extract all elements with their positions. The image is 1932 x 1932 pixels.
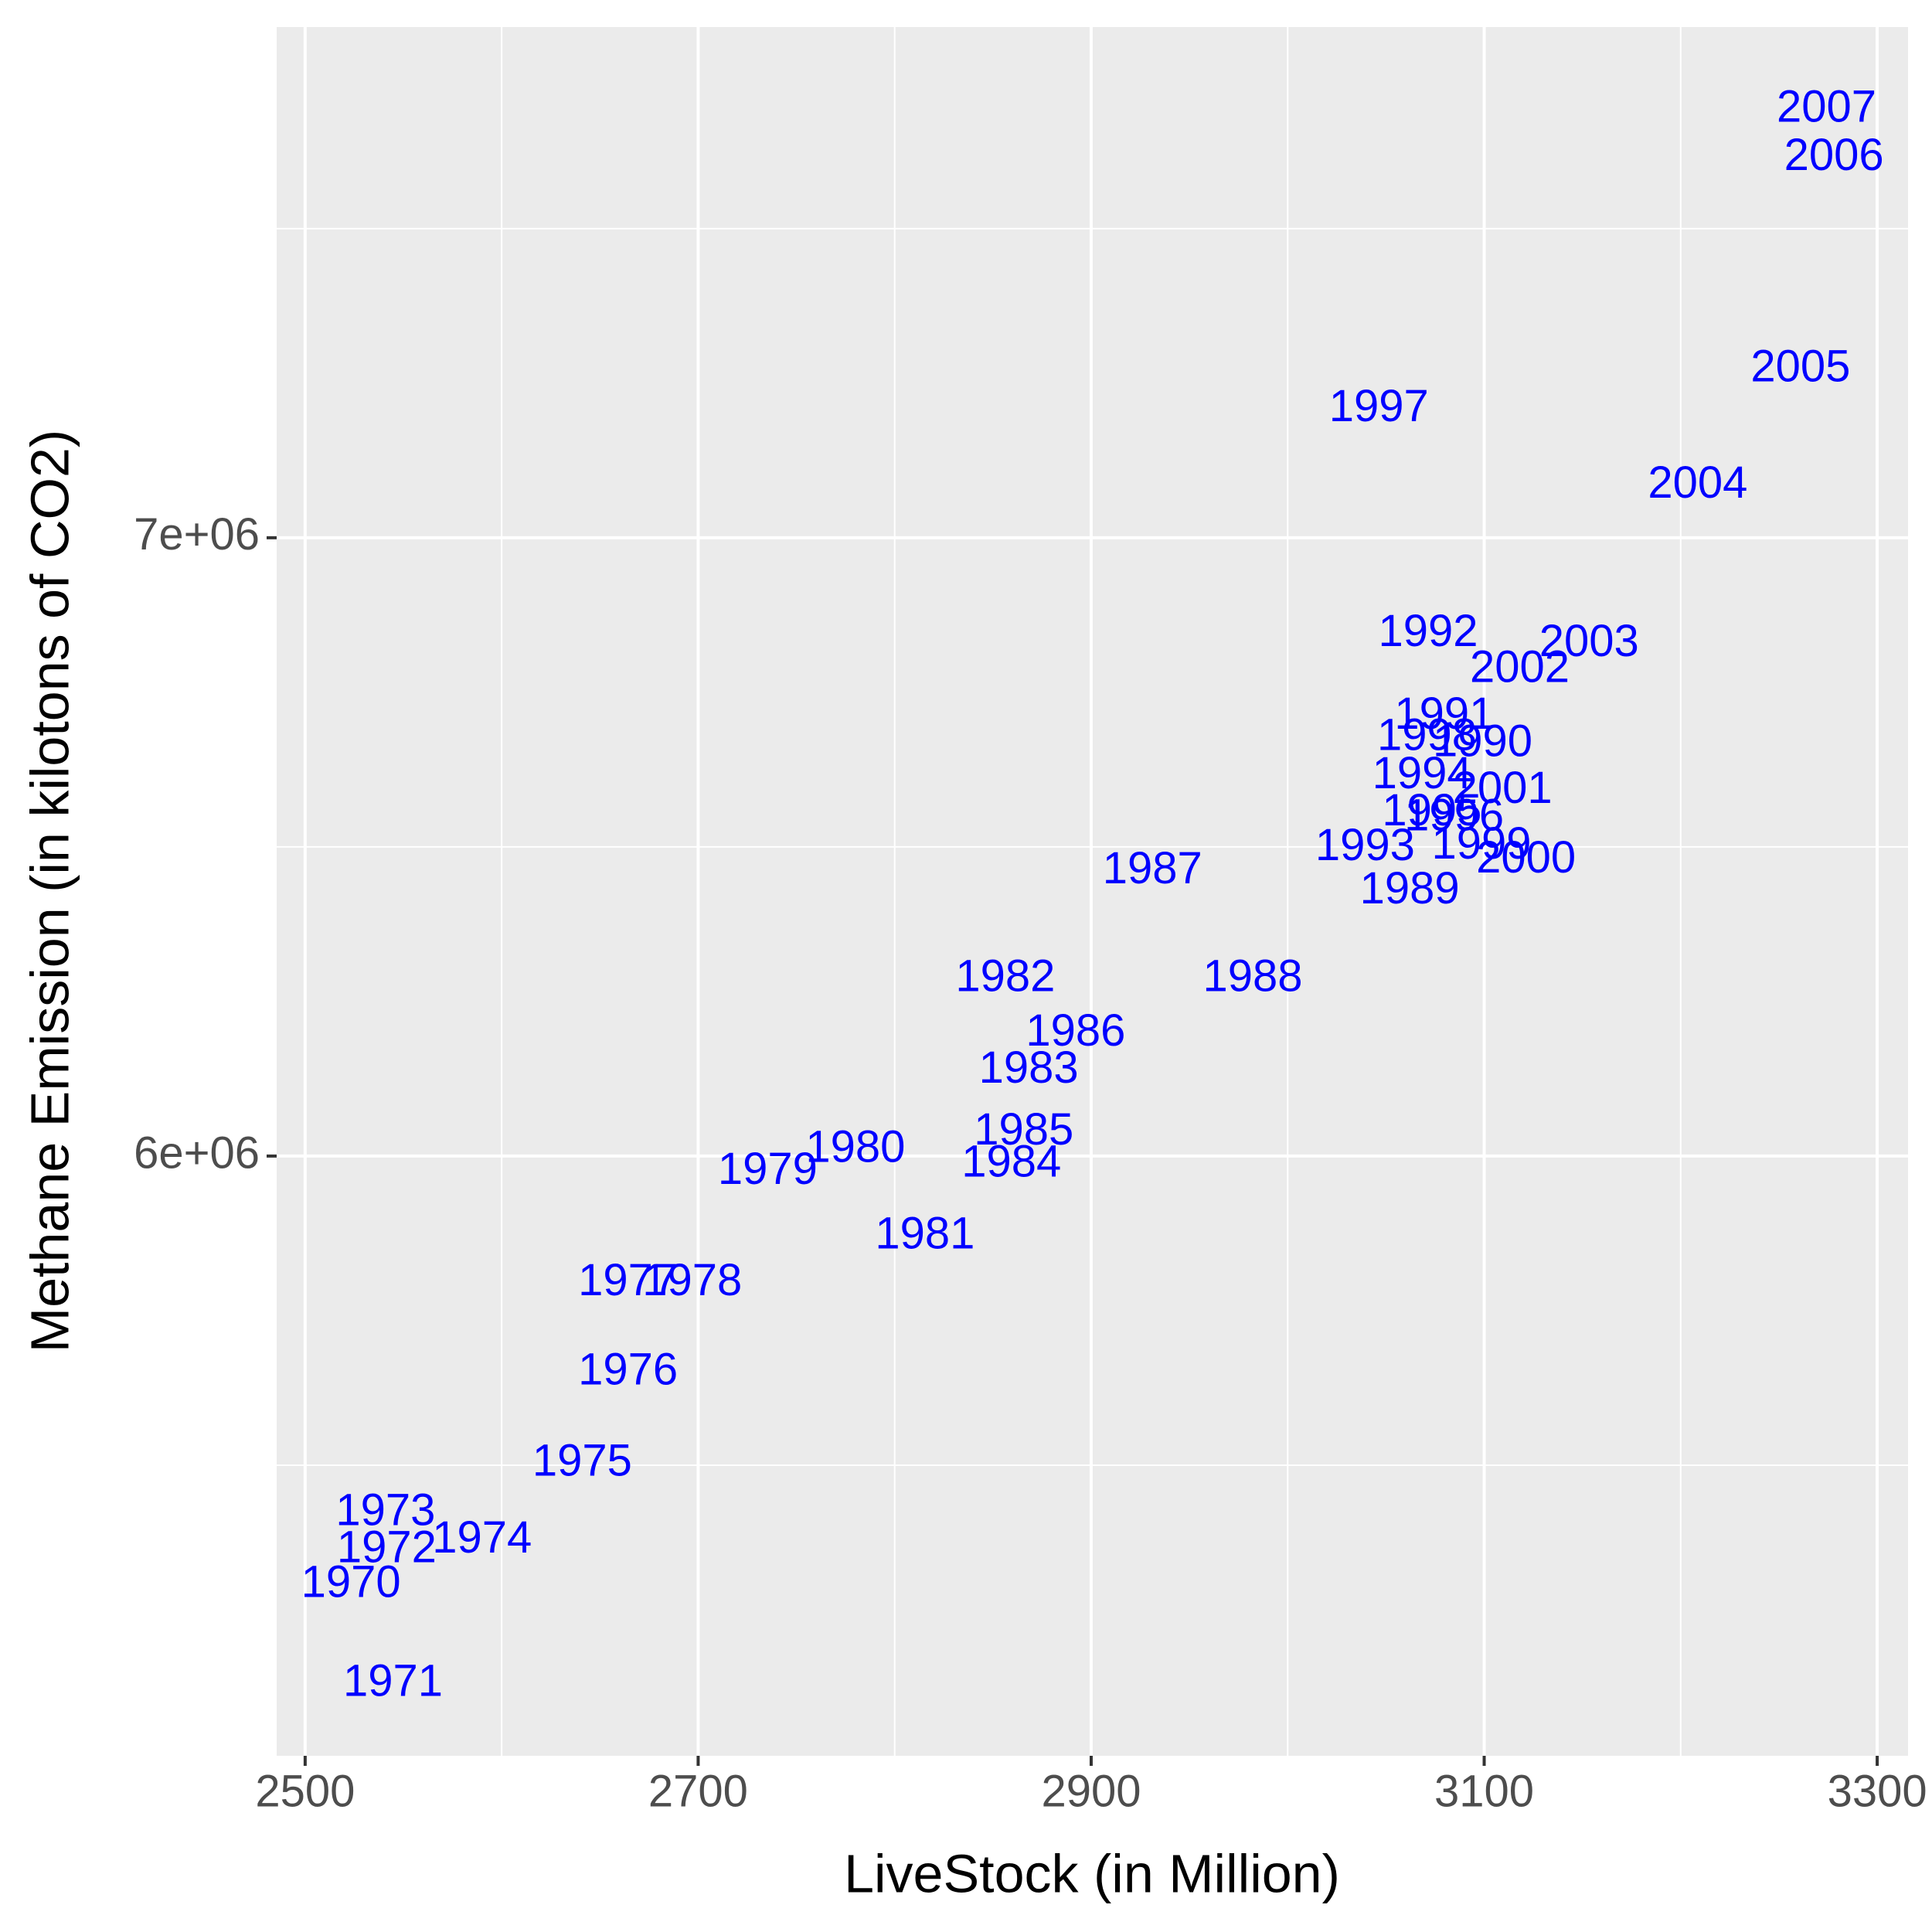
point-label: 1976 [578, 1344, 678, 1394]
point-label: 2002 [1470, 641, 1570, 692]
x-tick-label: 2900 [1041, 1766, 1141, 1816]
point-label: 1988 [1202, 951, 1302, 1001]
y-tick-label: 6e+06 [134, 1128, 260, 1178]
point-label: 2004 [1648, 457, 1747, 508]
point-label: 1994 [1372, 748, 1472, 798]
point-label: 2001 [1453, 763, 1553, 813]
x-tick-label: 3100 [1434, 1766, 1534, 1816]
point-label: 1982 [955, 951, 1055, 1001]
point-label: 1974 [432, 1512, 532, 1563]
point-label: 1973 [335, 1485, 435, 1536]
point-label: 1990 [1433, 716, 1532, 766]
point-label: 2006 [1784, 130, 1884, 180]
point-label: 1989 [1360, 863, 1460, 913]
point-label: 1995 [1382, 785, 1481, 835]
point-label: 2005 [1750, 342, 1850, 392]
point-label: 1970 [301, 1557, 401, 1607]
point-label: 1997 [1329, 381, 1429, 431]
point-label: 1971 [343, 1656, 443, 1706]
point-label: 1991 [1394, 689, 1494, 739]
point-label: 2007 [1777, 82, 1876, 132]
point-label: 1983 [979, 1043, 1079, 1093]
x-axis-title: LiveStock (in Million) [844, 1843, 1340, 1903]
x-tick-label: 3300 [1828, 1766, 1927, 1816]
point-label: 1987 [1103, 843, 1202, 893]
point-label: 1993 [1315, 820, 1415, 870]
point-label: 1975 [532, 1436, 632, 1486]
point-label: 1979 [718, 1144, 818, 1194]
point-label: 1984 [961, 1136, 1061, 1186]
point-label: 1999 [1431, 818, 1531, 869]
point-label: 1996 [1404, 790, 1504, 840]
x-tick-label: 2700 [648, 1766, 748, 1816]
point-label: 2003 [1539, 616, 1639, 666]
point-label: 1986 [1026, 1005, 1125, 1056]
point-label: 1998 [1377, 709, 1477, 760]
point-label: 1981 [875, 1208, 975, 1258]
point-label: 1980 [805, 1121, 905, 1172]
point-label: 1985 [974, 1104, 1073, 1155]
x-tick-label: 2500 [255, 1766, 355, 1816]
point-label: 2000 [1476, 832, 1576, 883]
point-label: 1977 [578, 1255, 678, 1305]
y-axis-title: Methane Emission (in kilotons of CO2) [19, 430, 80, 1352]
y-tick-label: 7e+06 [134, 509, 260, 560]
point-label: 1978 [642, 1255, 742, 1305]
point-label: 1992 [1379, 606, 1478, 656]
point-label: 1972 [337, 1522, 437, 1573]
